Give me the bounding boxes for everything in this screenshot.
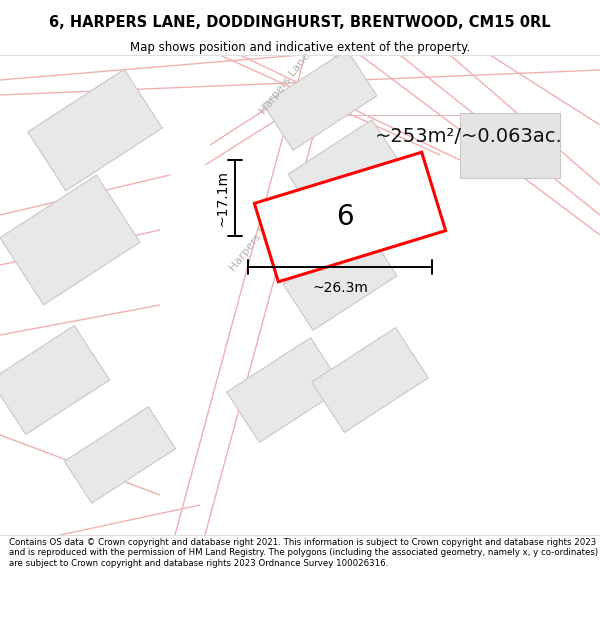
Text: Contains OS data © Crown copyright and database right 2021. This information is : Contains OS data © Crown copyright and d… <box>9 538 598 568</box>
Polygon shape <box>263 50 377 150</box>
Text: 6, HARPERS LANE, DODDINGHURST, BRENTWOOD, CM15 0RL: 6, HARPERS LANE, DODDINGHURST, BRENTWOOD… <box>49 16 551 31</box>
Polygon shape <box>0 175 140 305</box>
Polygon shape <box>0 326 110 434</box>
Text: Harpers Lane: Harpers Lane <box>258 51 312 116</box>
Polygon shape <box>288 120 402 220</box>
Text: ~17.1m: ~17.1m <box>215 170 229 226</box>
Polygon shape <box>254 152 446 282</box>
Text: ~253m²/~0.063ac.: ~253m²/~0.063ac. <box>375 127 563 146</box>
Text: 6: 6 <box>336 203 354 231</box>
Text: Harpers Lane: Harpers Lane <box>228 208 282 272</box>
Text: Map shows position and indicative extent of the property.: Map shows position and indicative extent… <box>130 41 470 54</box>
Polygon shape <box>227 338 343 442</box>
Polygon shape <box>28 69 162 191</box>
Polygon shape <box>460 112 560 178</box>
Polygon shape <box>64 407 176 503</box>
Text: ~26.3m: ~26.3m <box>312 281 368 295</box>
Polygon shape <box>283 230 397 330</box>
Polygon shape <box>312 328 428 432</box>
